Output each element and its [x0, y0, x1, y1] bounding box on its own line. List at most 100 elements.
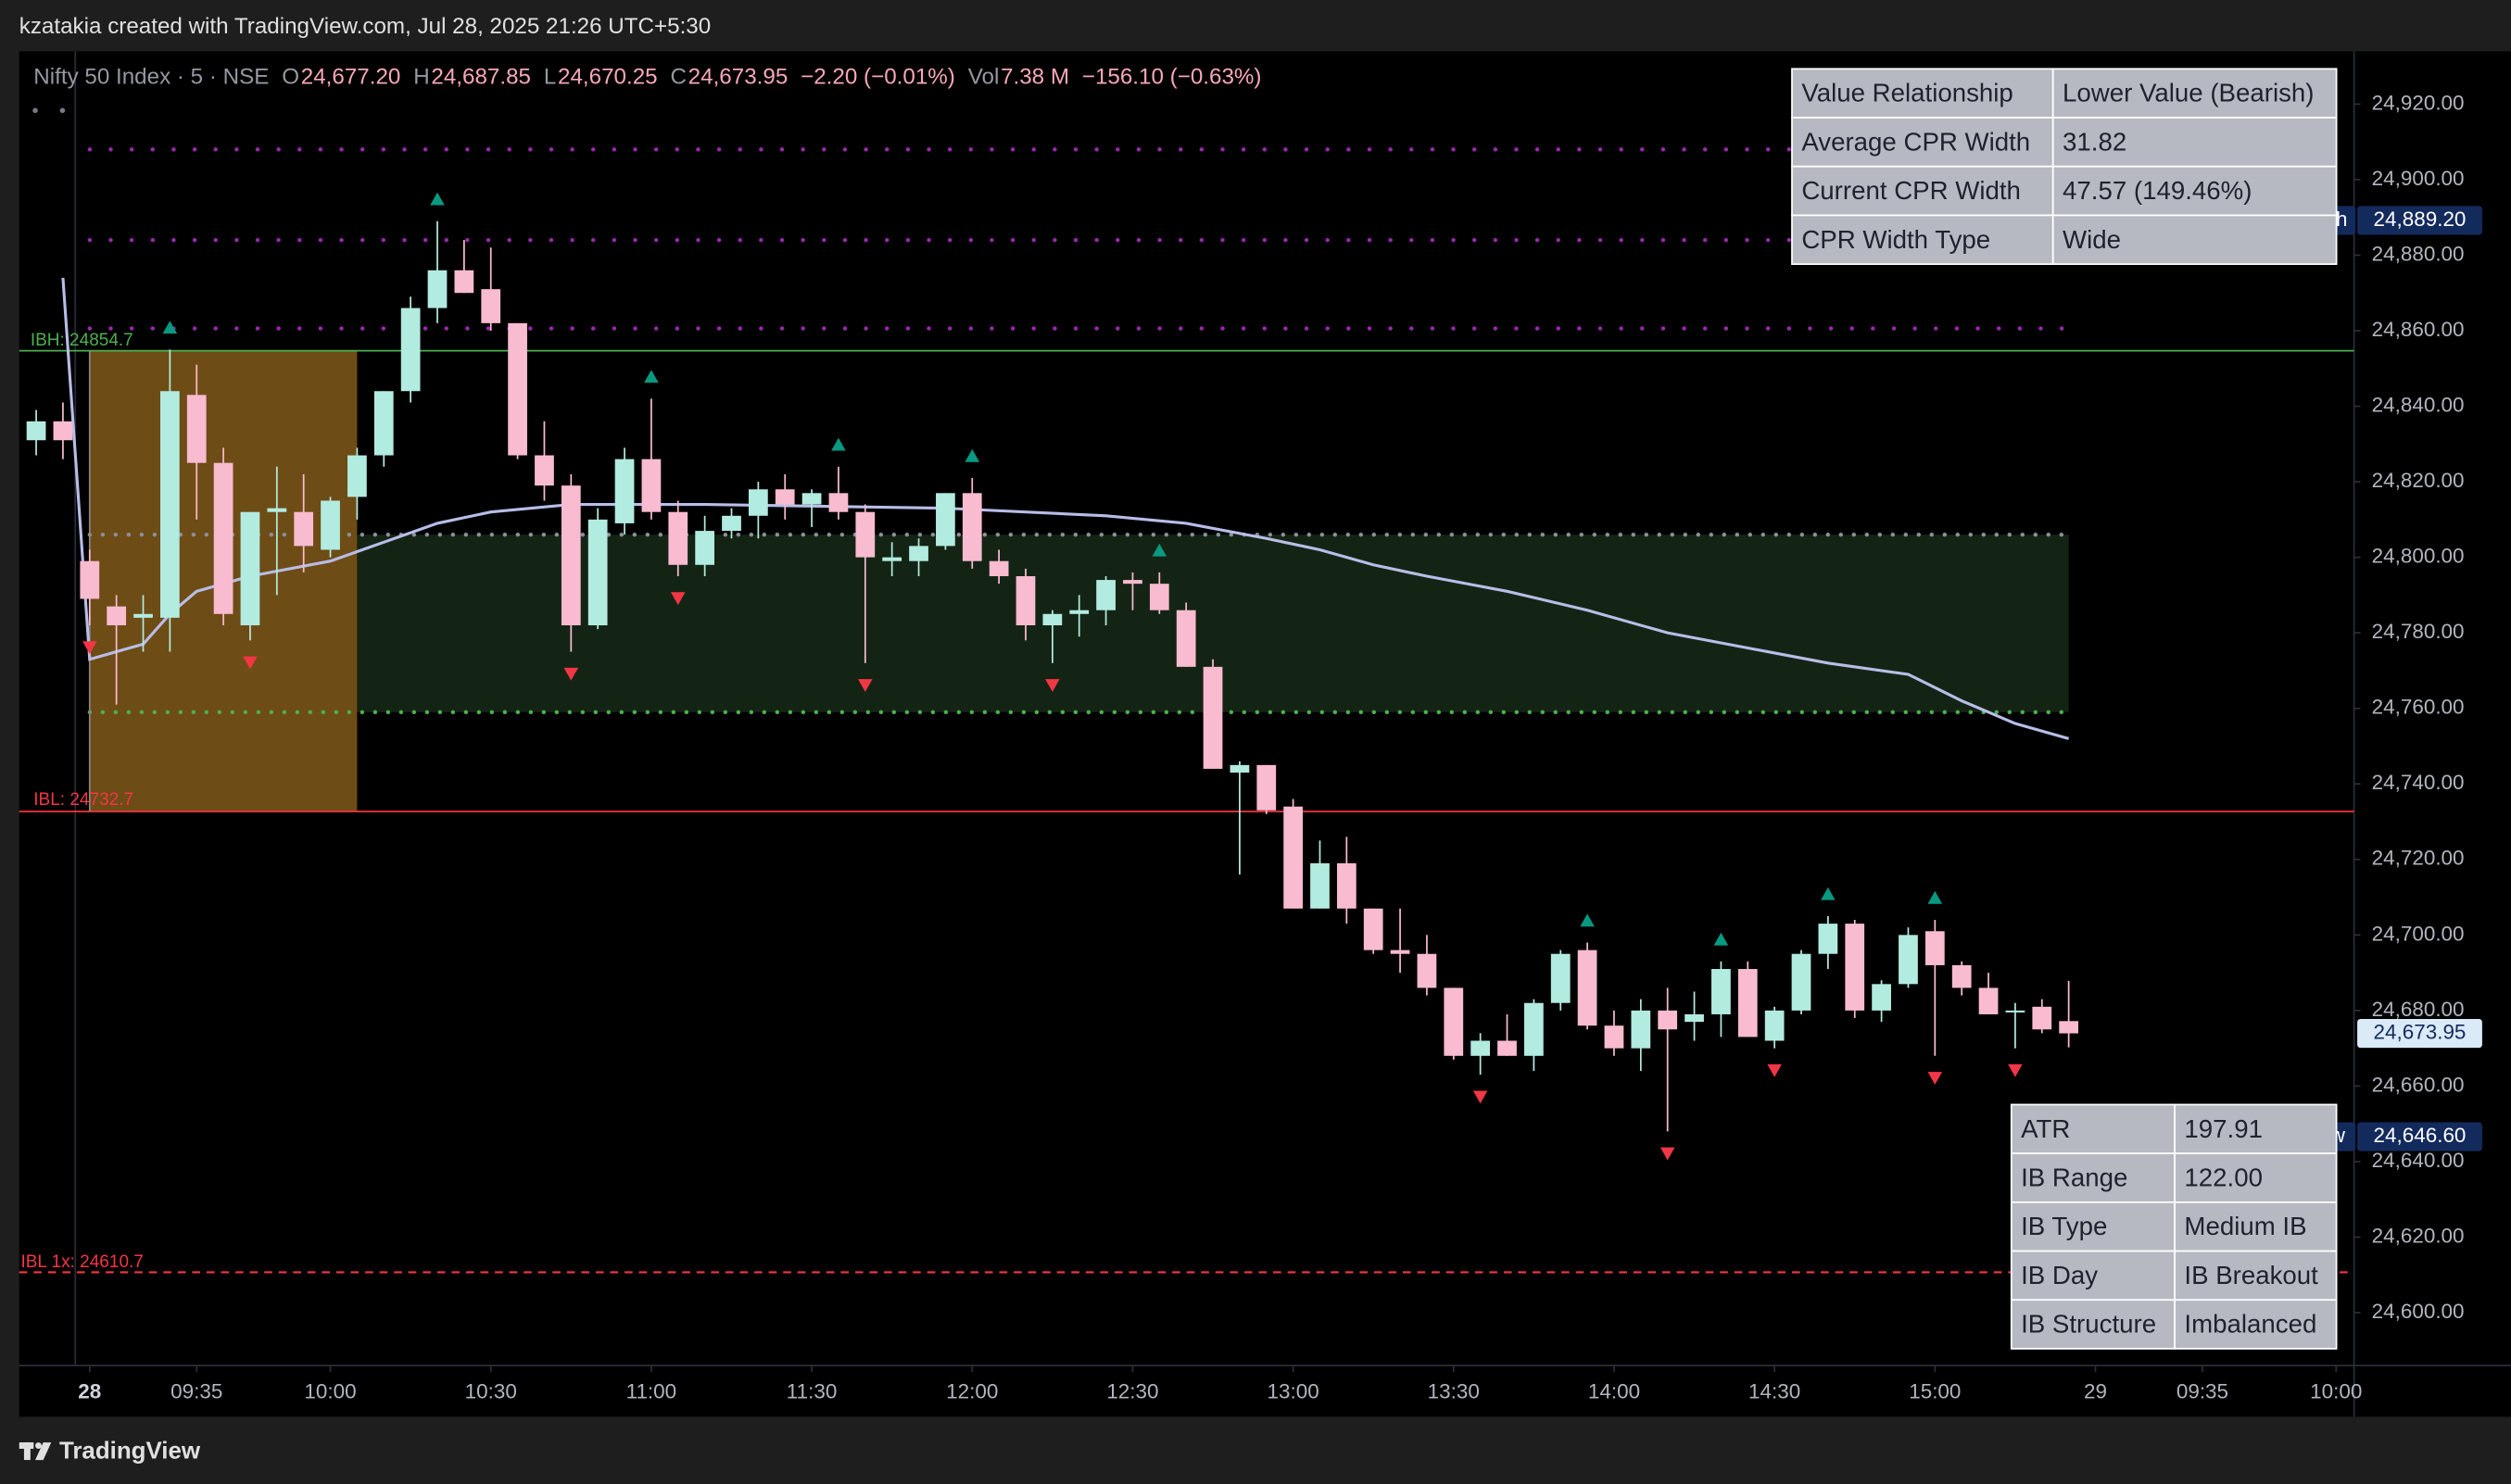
candle-body	[1256, 764, 1277, 811]
x-tick-label: 13:00	[1268, 1379, 1319, 1402]
table-cell-text: Value Relationship	[1801, 79, 2013, 107]
price-tag-value: 24,889.20	[2374, 208, 2467, 231]
signal-up	[1713, 932, 1729, 946]
candle-body	[1845, 924, 1865, 1011]
legend-ohlc-value: 24,673.95	[688, 65, 789, 90]
table-cell-text: IB Day	[2021, 1261, 2098, 1289]
signal-down	[670, 592, 686, 606]
candle-body	[2059, 1021, 2079, 1034]
x-tick-label: 10:00	[2310, 1379, 2362, 1402]
candle-body	[1417, 953, 1437, 988]
table-cell	[2174, 1250, 2338, 1302]
table-cell-text: 47.57 (149.46%)	[2063, 176, 2252, 205]
legend-change: −2.20 (−0.01%)	[801, 65, 955, 90]
y-tick-label: 24,700.00	[2372, 922, 2465, 945]
candle-body	[1230, 764, 1250, 773]
table-cell-text: IB Type	[2021, 1212, 2107, 1240]
candle-body	[1550, 953, 1571, 1003]
signal-up	[644, 370, 659, 384]
candle-body	[962, 493, 982, 561]
signal-up	[1821, 887, 1836, 900]
candle-body	[641, 459, 662, 512]
candle-body	[1577, 950, 1597, 1026]
candle-body	[855, 511, 876, 558]
x-tick-label: 10:00	[304, 1379, 356, 1402]
table-cell-text: Imbalanced	[2184, 1310, 2316, 1339]
candle-body	[267, 508, 287, 512]
candle-body	[614, 459, 635, 523]
ibl-label: IBL: 24732.7	[33, 790, 133, 810]
price-tag	[2357, 1122, 2482, 1151]
legend: Nifty 50 Index · 5 · NSE O 24,677.20 H 24,68…	[33, 65, 1261, 90]
y-tick-label: 24,880.00	[2372, 242, 2465, 265]
candle-body	[80, 560, 100, 599]
candle-body	[1176, 610, 1196, 667]
table-cell	[2174, 1103, 2338, 1154]
table-cell	[1791, 214, 2054, 266]
legend-ohlc-label: L	[544, 65, 556, 90]
y-tick-label: 24,900.00	[2372, 167, 2465, 190]
signal-down	[2008, 1063, 2023, 1077]
candle-body	[828, 493, 849, 512]
x-tick-label: 29	[2084, 1379, 2107, 1402]
candle-body	[695, 531, 715, 565]
candle-body	[1899, 935, 1918, 985]
candle-body	[1016, 576, 1036, 626]
candle-body	[373, 391, 394, 456]
signal-down	[563, 667, 579, 681]
signal-down	[82, 641, 97, 655]
candle-body	[1069, 610, 1090, 614]
x-tick-label: 28	[78, 1379, 101, 1402]
legend-vol-change: −156.10 (−0.63%)	[1082, 65, 1262, 90]
candle-body	[321, 500, 340, 550]
legend-ohlc-label: O	[282, 65, 299, 90]
legend-dot	[32, 107, 38, 114]
candle-body	[508, 322, 527, 456]
candle-body	[1123, 580, 1142, 585]
signal-down	[858, 679, 873, 692]
table-cell-text: IB Range	[2021, 1163, 2127, 1192]
candle-body	[107, 606, 127, 626]
legend-vol: 7.38 M	[1001, 65, 1069, 90]
candle-body	[160, 391, 180, 618]
candle-body	[1363, 908, 1383, 950]
candle-body	[535, 455, 554, 486]
x-tick-label: 10:30	[465, 1379, 517, 1402]
y-tick-label: 24,660.00	[2372, 1073, 2465, 1096]
candle-body	[1685, 1013, 1704, 1023]
x-tick-label: 12:30	[1106, 1379, 1158, 1402]
signal-down	[1045, 679, 1060, 692]
table-cell-text: Medium IB	[2184, 1212, 2306, 1240]
candle-body	[1711, 969, 1731, 1014]
signal-up	[831, 437, 846, 451]
table-cell-text: CPR Width Type	[1801, 225, 1990, 254]
legend-dot	[59, 107, 66, 114]
candle-body	[1203, 666, 1223, 769]
y-tick-label: 24,640.00	[2372, 1149, 2465, 1172]
signal-up	[162, 321, 178, 334]
table-cell	[2010, 1103, 2176, 1154]
signal-down	[1927, 1072, 1943, 1085]
x-tick-label: 15:00	[1909, 1379, 1961, 1402]
signal-up	[1152, 543, 1167, 557]
candle-body	[1658, 1010, 1678, 1030]
legend-ohlc-value: 24,687.85	[431, 65, 531, 90]
candle-body	[775, 489, 795, 505]
table-cell-text: 122.00	[2184, 1163, 2263, 1192]
table-cell-text: IB Structure	[2021, 1310, 2156, 1339]
x-tick-label: 11:30	[787, 1379, 838, 1402]
price-tag	[2357, 1018, 2482, 1049]
table-cell	[2174, 1299, 2338, 1350]
signal-down	[1767, 1063, 1782, 1077]
candle-body	[587, 519, 608, 626]
tradingview-logo	[19, 1442, 52, 1461]
candle-body	[400, 308, 421, 392]
x-tick-label: 14:30	[1748, 1379, 1800, 1402]
candle-body	[427, 270, 448, 308]
ibh-label: IBH: 24854.7	[31, 331, 133, 350]
price-tag-value: 24,673.95	[2374, 1020, 2467, 1043]
candle-body	[1631, 1010, 1651, 1049]
table-cell-text: 31.82	[2063, 127, 2126, 156]
candle-body	[1470, 1040, 1491, 1056]
